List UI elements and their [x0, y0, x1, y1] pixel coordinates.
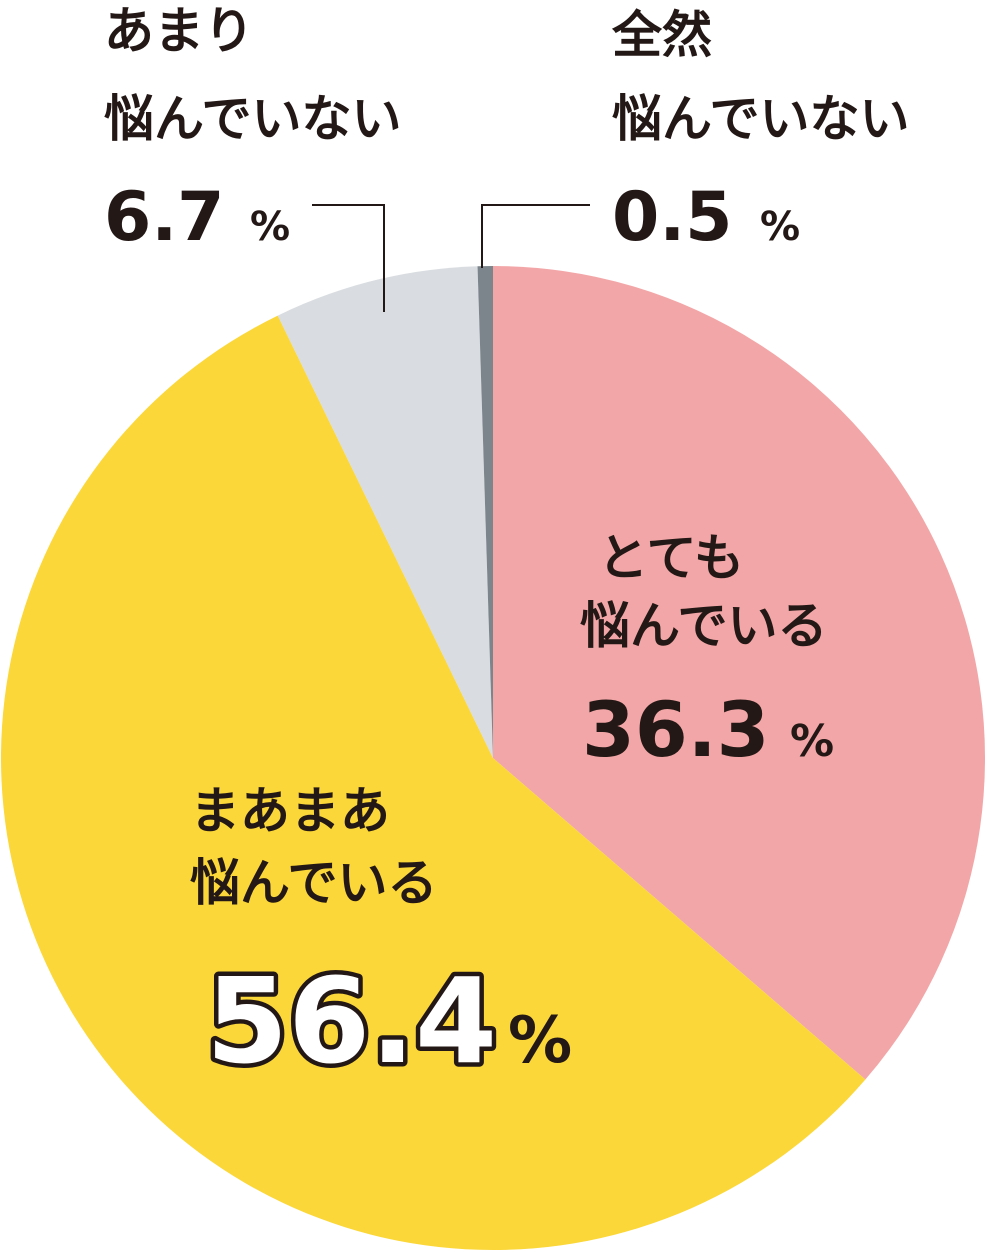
label-not-at-all-line1: 全然 — [611, 6, 712, 64]
pie-slices — [0, 266, 985, 1250]
label-not-at-all-line2: 悩んでいない — [612, 90, 910, 148]
label-not-much-line2: 悩んでいない — [104, 90, 402, 148]
label-not-much-unit: % — [250, 204, 290, 250]
pie-slice-not-much — [277, 266, 493, 758]
pie-slice-very — [493, 266, 985, 1080]
slice-labels: とても 悩んでいる 36.3 % まあまあ 悩んでいる 56.4 % あまり 悩… — [104, 2, 910, 1095]
label-somewhat-value: 56.4 — [206, 952, 497, 1090]
label-very-unit: % — [790, 716, 834, 767]
label-very-line2: 悩んでいる — [580, 597, 828, 655]
label-not-much-line1: あまり — [104, 2, 254, 60]
label-not-much-value: 6.7 — [104, 178, 224, 257]
leader-lines — [312, 204, 590, 312]
leader-line-not-at-all — [481, 204, 590, 268]
label-not-at-all-unit: % — [760, 204, 800, 250]
label-somewhat-unit: % — [508, 1004, 572, 1078]
pie-slice-somewhat — [0, 315, 866, 1250]
label-very-value: 36.3 — [582, 685, 770, 774]
label-somewhat-line1: まあまあ — [190, 782, 390, 840]
leader-line-not-much — [312, 204, 385, 312]
pie-slice-not-at-all — [477, 266, 493, 758]
label-somewhat-line2: 悩んでいる — [190, 854, 438, 912]
label-not-at-all-value: 0.5 — [612, 178, 732, 257]
label-very-line1: とても — [598, 529, 744, 587]
